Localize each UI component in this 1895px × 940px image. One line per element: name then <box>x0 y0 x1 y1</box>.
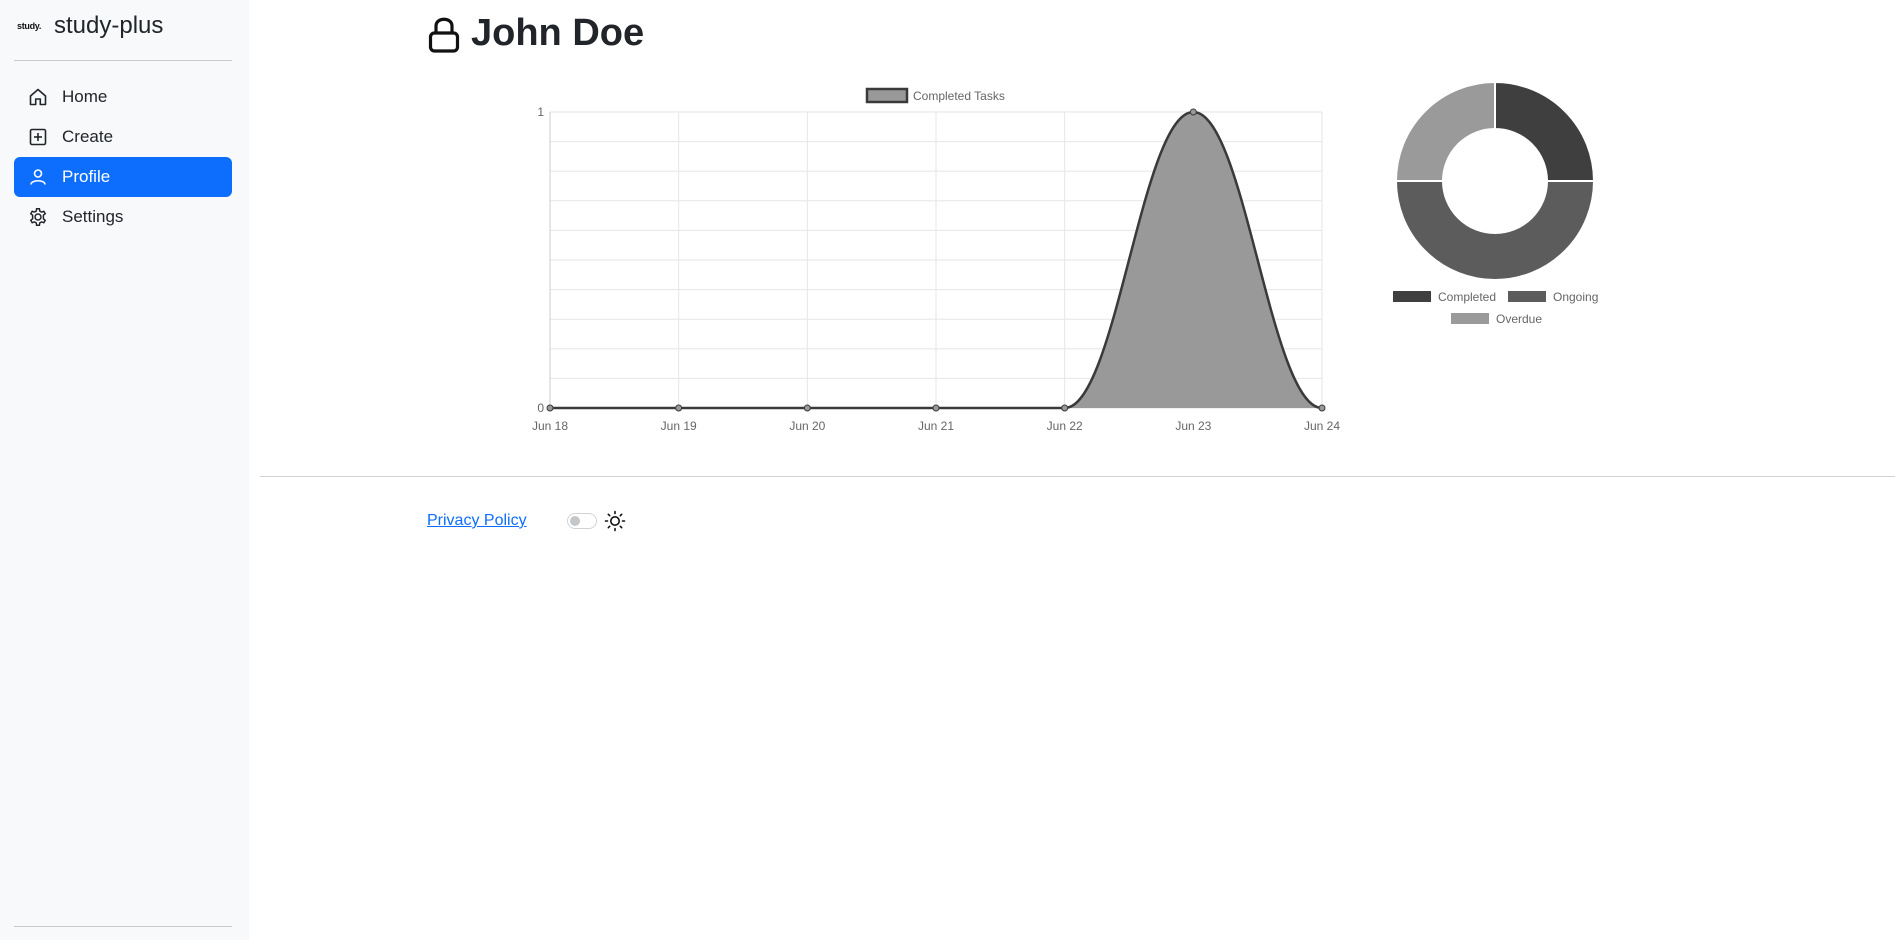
sidebar-item-label: Create <box>62 127 114 146</box>
legend-label: Completed Tasks <box>913 89 1005 103</box>
completed-tasks-area <box>550 112 1322 408</box>
data-point <box>1061 404 1069 412</box>
footer: Privacy Policy <box>427 510 626 532</box>
brand-name: study-plus <box>54 12 164 39</box>
legend-swatch <box>865 87 909 104</box>
x-tick-label: Jun 23 <box>1175 419 1211 433</box>
footer-divider <box>260 476 1895 477</box>
data-point <box>1189 108 1197 116</box>
sidebar-bottom-divider <box>14 926 232 927</box>
plus-square-icon <box>28 127 48 147</box>
sidebar-item-label: Profile <box>62 167 111 186</box>
gear-icon <box>28 207 48 227</box>
legend-swatch <box>1451 313 1489 324</box>
donut-slice-completed <box>1494 80 1596 182</box>
legend-label: Overdue <box>1496 312 1542 326</box>
data-point <box>546 404 554 412</box>
brand-logo: study. <box>17 21 42 31</box>
completed-tasks-line <box>550 110 1323 410</box>
theme-toggle-knob <box>569 516 580 526</box>
sidebar-nav: Home Create Profile <box>14 77 232 237</box>
sidebar-item-home[interactable]: Home <box>14 77 232 117</box>
sidebar-item-settings[interactable]: Settings <box>14 197 232 237</box>
sidebar-item-profile[interactable]: Profile <box>14 157 232 197</box>
donut-slice-ongoing <box>1394 180 1596 281</box>
privacy-policy-link[interactable]: Privacy Policy <box>427 512 527 529</box>
legend-label: Ongoing <box>1553 290 1598 304</box>
sidebar-divider <box>14 60 232 61</box>
person-icon <box>28 167 48 187</box>
x-tick-label: Jun 24 <box>1304 419 1340 433</box>
sidebar-item-create[interactable]: Create <box>14 117 232 157</box>
data-point <box>803 404 811 412</box>
x-tick-label: Jun 22 <box>1047 419 1083 433</box>
data-point <box>675 404 683 412</box>
lock-icon <box>427 14 461 54</box>
legend-swatch <box>1508 291 1546 302</box>
sun-icon <box>604 510 626 532</box>
home-icon <box>28 87 48 107</box>
y-tick-label: 0 <box>537 401 544 415</box>
x-tick-label: Jun 18 <box>532 419 568 433</box>
sidebar: study. study-plus Home Create <box>0 0 249 940</box>
x-tick-label: Jun 20 <box>789 419 825 433</box>
profile-header: John Doe <box>427 12 644 55</box>
x-tick-label: Jun 21 <box>918 419 954 433</box>
sidebar-item-label: Home <box>62 87 108 106</box>
task-status-donut-chart: Completed Ongoing Overdue <box>1393 80 1598 326</box>
page-title: John Doe <box>471 12 645 54</box>
legend-swatch <box>1393 291 1431 302</box>
donut-slice-overdue <box>1394 80 1496 182</box>
legend-label: Completed <box>1438 290 1496 304</box>
brand[interactable]: study. study-plus <box>17 12 163 40</box>
data-point <box>932 404 940 412</box>
theme-toggle[interactable] <box>566 513 597 529</box>
data-point <box>1318 404 1326 412</box>
y-tick-label: 1 <box>537 105 544 119</box>
x-tick-label: Jun 19 <box>661 419 697 433</box>
completed-tasks-chart: Jun 18 Jun 19 Jun 20 Jun 21 Jun 22 Jun 23 Jun … <box>532 87 1340 433</box>
sidebar-item-label: Settings <box>62 207 124 226</box>
